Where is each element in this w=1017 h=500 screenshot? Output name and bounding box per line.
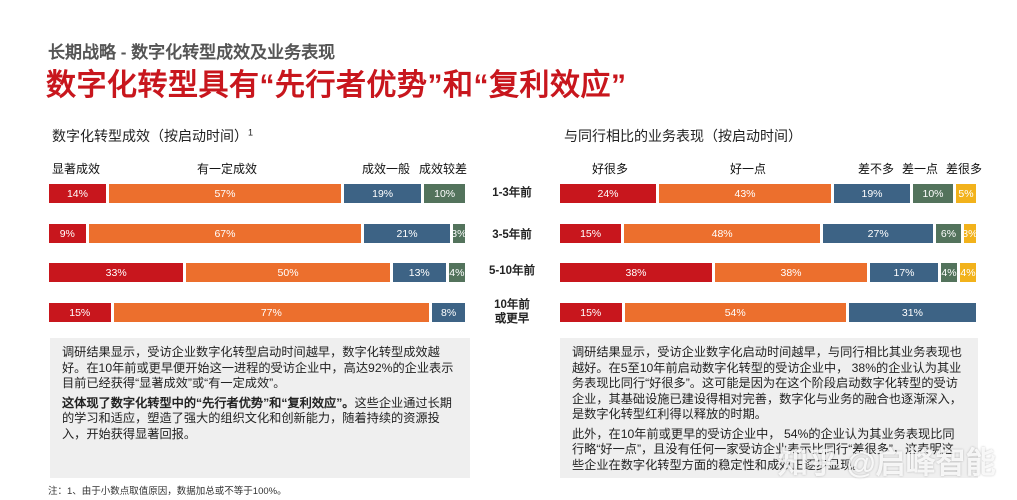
bar-1-0-1: 43% (659, 184, 831, 203)
right-note: 调研结果显示，受访企业数字化启动时间越早，与同行相比其业务表现也越好。在5至10… (560, 338, 978, 478)
bar-0-0-3: 10% (424, 184, 465, 203)
row-label-4: 10年前 或更早 (482, 298, 542, 326)
left-note-bold: 这体现了数字化转型中的“先行者优势”和“复利效应”。 (62, 395, 355, 410)
legend-1-4: 差很多 (946, 162, 983, 176)
row-label-2: 3-5年前 (492, 229, 532, 241)
legend-1-1: 好一点 (730, 162, 767, 176)
footnote: 注：1、由于小数点取值原因，数据加总或不等于100%。 (48, 486, 287, 497)
bar-0-1-0: 9% (49, 224, 86, 243)
left-note-p2: 这体现了数字化转型中的“先行者优势”和“复利效应”。这些企业通过长期的学习和适应… (62, 396, 458, 443)
bar-1-2-2: 17% (870, 263, 938, 282)
bar-0-3-0: 15% (49, 303, 111, 322)
right-note-p2: 此外，在10年前或更早的受访企业中， 54%的企业认为其业务表现比同行略“好一点… (572, 426, 955, 472)
bar-1-3-2: 31% (848, 303, 976, 322)
bar-1-1-1: 48% (624, 224, 821, 243)
bar-0-2-1: 50% (186, 263, 390, 282)
legend-1-3: 差一点 (902, 162, 939, 176)
watermark: 知乎 @启峰智能 (778, 447, 996, 480)
bar-1-1-0: 15% (560, 224, 622, 243)
row-label-1: 1-3年前 (492, 187, 532, 199)
bar-1-0-2: 19% (834, 184, 910, 203)
bar-0-0-0: 14% (49, 184, 106, 203)
bar-0-1-3: 3% (451, 224, 466, 243)
left-note: 调研结果显示，受访企业数字化转型启动时间越早，数字化转型成效越好。在10年前或更… (50, 338, 470, 478)
bar-0-2-0: 33% (49, 263, 184, 282)
right-chart-title: 与同行相比的业务表现（按启动时间） (564, 128, 802, 144)
bar-0-0-1: 57% (108, 184, 341, 203)
bar-0-3-1: 77% (113, 303, 430, 322)
legend-1-2: 差不多 (858, 162, 895, 176)
bar-1-0-0: 24% (560, 184, 656, 203)
bar-1-2-0: 38% (560, 263, 712, 282)
row-label-3: 5-10年前 (488, 265, 536, 277)
left-note-rest: 这些企业通过长期的学习和适应，塑造了强大的组织文化和创新能力，随着持续的资源投入… (62, 395, 452, 441)
bar-1-2-4: 4% (960, 263, 976, 282)
bar-1-0-4: 5% (956, 184, 976, 203)
bar-0-2-2: 13% (392, 263, 446, 282)
left-chart-title-sup: 1 (248, 127, 254, 138)
legend-0-1: 有一定成效 (197, 162, 258, 176)
bar-0-1-1: 67% (88, 224, 362, 243)
left-note-p1: 调研结果显示，受访企业数字化转型启动时间越早，数字化转型成效越好。在10年前或更… (62, 345, 454, 390)
row-label-4a: 10年前 (494, 299, 530, 311)
page-subtitle: 长期战略 - 数字化转型成效及业务表现 (48, 43, 336, 62)
bar-1-2-3: 4% (941, 263, 957, 282)
bar-1-3-0: 15% (560, 303, 622, 322)
bar-0-1-2: 21% (364, 224, 450, 243)
legend-0-0: 显著成效 (52, 162, 101, 176)
page-title: 数字化转型具有“先行者优势”和“复利效应” (46, 69, 627, 102)
row-label-4b: 或更早 (494, 313, 530, 325)
bar-0-3-2: 8% (432, 303, 465, 322)
left-chart-title-text: 数字化转型成效（按启动时间） (52, 128, 248, 144)
bar-1-1-4: 3% (962, 224, 977, 243)
legend-0-2: 成效一般 (362, 162, 411, 176)
legend-1-0: 好很多 (592, 162, 629, 176)
bar-1-2-1: 38% (715, 263, 867, 282)
bar-1-3-1: 54% (624, 303, 846, 322)
bar-1-1-3: 6% (936, 224, 961, 243)
left-chart-title: 数字化转型成效（按启动时间）1 (52, 126, 253, 146)
right-note-p1: 调研结果显示，受访企业数字化启动时间越早，与同行相比其业务表现也越好。在5至10… (572, 345, 962, 421)
bar-1-0-3: 10% (913, 184, 953, 203)
bar-0-2-3: 4% (448, 263, 465, 282)
legend-0-3: 成效较差 (419, 162, 468, 176)
bar-0-0-2: 19% (343, 184, 422, 203)
bar-1-1-2: 27% (823, 224, 934, 243)
